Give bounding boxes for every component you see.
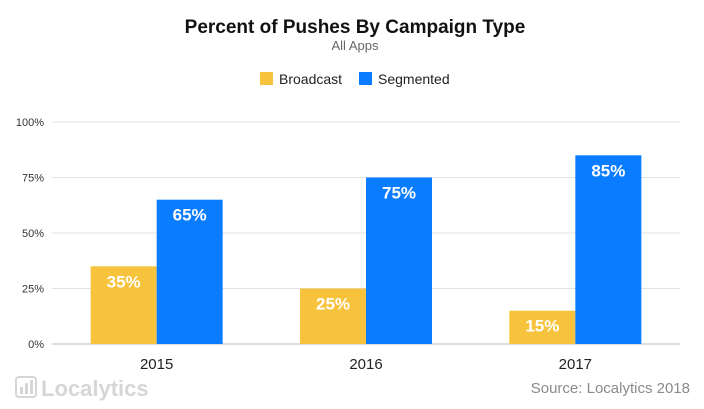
x-tick-label: 2015: [140, 356, 173, 373]
footer-brand: Localytics: [41, 376, 149, 401]
bars: [90, 155, 642, 344]
data-label: 85%: [591, 161, 625, 180]
y-tick-label: 50%: [22, 228, 44, 240]
bar-broadcast-2016: [300, 288, 366, 344]
y-tick-label: 25%: [22, 284, 44, 296]
bar-broadcast-2015: [90, 266, 157, 344]
data-label: 75%: [382, 184, 416, 203]
chart-subtitle: All Apps: [332, 38, 379, 53]
bar-segmented-2017: [575, 155, 642, 344]
bar-segmented-2015: [156, 199, 223, 344]
bar-broadcast-2017: [509, 310, 576, 344]
chart-title: Percent of Pushes By Campaign Type: [185, 17, 526, 38]
localytics-logo-icon: [15, 376, 37, 398]
x-tick-label: 2017: [559, 356, 592, 373]
legend-swatch-broadcast: [260, 72, 273, 85]
y-tick-label: 0%: [28, 339, 44, 351]
legend-label-broadcast: Broadcast: [279, 71, 342, 87]
legend-label-segmented: Segmented: [378, 71, 450, 87]
footer-source: Source: Localytics 2018: [531, 380, 690, 397]
data-label: 35%: [107, 272, 141, 291]
y-axis-ticks: 0% 25% 50% 75% 100%: [16, 117, 44, 351]
legend-swatch-segmented: [359, 72, 372, 85]
data-label: 15%: [525, 317, 559, 336]
x-axis-ticks: 2015 2016 2017: [140, 356, 592, 373]
bar-segmented-2016: [366, 177, 432, 344]
footer-logo: Localytics: [15, 376, 149, 401]
y-tick-label: 75%: [22, 173, 44, 185]
legend: Broadcast Segmented: [260, 71, 450, 87]
data-label: 25%: [316, 295, 350, 314]
x-tick-label: 2016: [349, 356, 382, 373]
data-label: 65%: [173, 206, 207, 225]
data-labels: 35% 65% 25% 75% 15% 85%: [107, 161, 626, 335]
y-tick-label: 100%: [16, 117, 44, 129]
